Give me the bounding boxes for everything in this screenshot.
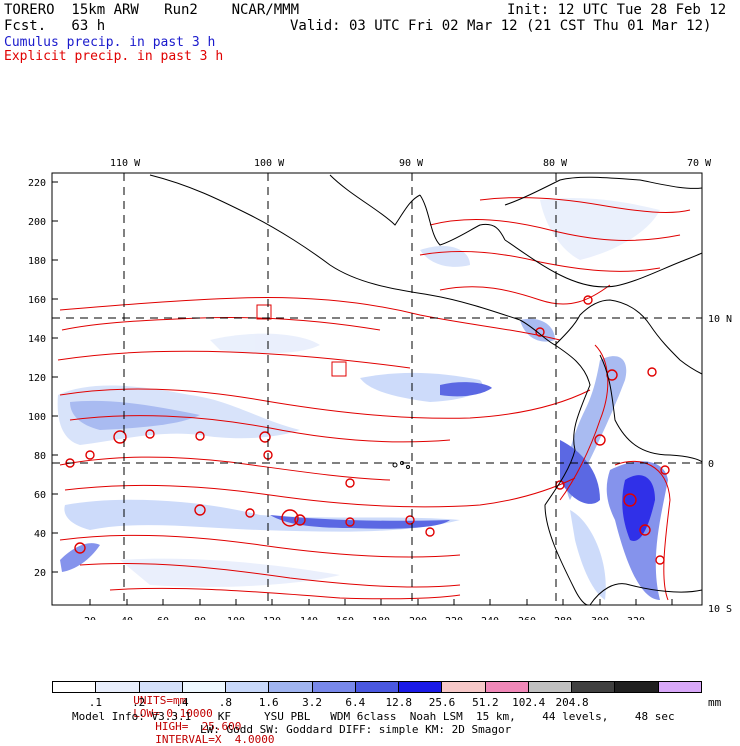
contour-info-high: HIGH= 25.600 bbox=[155, 720, 242, 733]
colorbar-swatch bbox=[269, 682, 313, 692]
colorbar-tick-label: .2 bbox=[132, 696, 146, 709]
colorbar-tick-label: 12.8 bbox=[385, 696, 412, 709]
colorbar-swatch bbox=[182, 682, 227, 692]
colorbar-swatch bbox=[615, 682, 659, 692]
contour-info-low: LOW= 0.10000 bbox=[133, 707, 213, 720]
x-tick-label: 220 bbox=[445, 616, 463, 620]
colorbar-swatch bbox=[399, 682, 443, 692]
physics-info: LW: Godd SW: Goddard DIFF: simple KM: 2D… bbox=[200, 723, 512, 736]
coastlines bbox=[149, 174, 703, 606]
colorbar-tick-label: .4 bbox=[175, 696, 189, 709]
lon-label-90w: 90 W bbox=[399, 158, 424, 169]
model-info: Model Info: V3.3.1 KF YSU PBL WDM 6class… bbox=[72, 710, 675, 723]
colorbar-swatch bbox=[485, 682, 529, 692]
y-tick-label: 80 bbox=[34, 451, 46, 462]
colorbar-tick-label: 204.8 bbox=[555, 696, 589, 709]
x-tick-label: 200 bbox=[409, 616, 427, 620]
y-tick-label: 20 bbox=[34, 568, 46, 579]
y-tick-label: 160 bbox=[28, 295, 46, 306]
y-tick-label: 180 bbox=[28, 256, 46, 267]
colorbar-tick-label: 3.2 bbox=[302, 696, 322, 709]
heavy-precip-cells bbox=[65, 295, 670, 565]
y-tick-label: 140 bbox=[28, 334, 46, 345]
lon-label-100w: 100 W bbox=[254, 158, 285, 169]
y-tick-label: 200 bbox=[28, 217, 46, 228]
y-tick-label: 60 bbox=[34, 490, 46, 501]
model-title: TORERO 15km ARW Run2 NCAR/MMM bbox=[4, 2, 300, 18]
colorbar-swatch bbox=[96, 682, 140, 692]
x-tick-label: 140 bbox=[300, 616, 318, 620]
lon-label-70w: 70 W bbox=[687, 158, 712, 169]
x-tick-label: 20 bbox=[84, 616, 96, 620]
lat-label-10s: 10 S bbox=[708, 604, 732, 615]
lon-label-80w: 80 W bbox=[543, 158, 568, 169]
x-tick-label: 60 bbox=[157, 616, 169, 620]
valid-time: Valid: 03 UTC Fri 02 Mar 12 (21 CST Thu … bbox=[290, 18, 712, 34]
lon-label-110w: 110 W bbox=[110, 158, 141, 169]
colorbar-swatch bbox=[53, 682, 97, 692]
legend-cumulus: Cumulus precip. in past 3 h bbox=[4, 35, 216, 50]
colorbar-tick-label: 25.6 bbox=[428, 696, 456, 709]
lat-label-0: 0 bbox=[708, 459, 714, 470]
latlon-grid bbox=[52, 173, 702, 605]
x-tick-label: 100 bbox=[227, 616, 245, 620]
colorbar-swatch bbox=[226, 682, 270, 692]
y-tick-label: 40 bbox=[34, 529, 46, 540]
x-tick-label: 80 bbox=[194, 616, 206, 620]
lat-label-10n: 10 N bbox=[708, 314, 732, 325]
x-tick-label: 300 bbox=[591, 616, 609, 620]
colorbar-tick-label: 102.4 bbox=[512, 696, 546, 709]
colorbar-swatch bbox=[355, 682, 400, 692]
x-tick-label: 320 bbox=[627, 616, 645, 620]
y-tick-label: 100 bbox=[28, 412, 46, 423]
x-tick-label: 160 bbox=[336, 616, 354, 620]
colorbar-tick-label: .1 bbox=[88, 696, 102, 709]
colorbar-swatch bbox=[312, 682, 356, 692]
init-time: Init: 12 UTC Tue 28 Feb 12 bbox=[507, 2, 727, 18]
contour-info-units: UNITS=mm bbox=[133, 694, 187, 707]
precip-map: 110 W 100 W 90 W 80 W 70 W 10 N 0 10 S 2… bbox=[28, 158, 732, 620]
colorbar-tick-label: 6.4 bbox=[345, 696, 366, 709]
colorbar-swatch bbox=[528, 682, 573, 692]
axis-ticks bbox=[52, 181, 673, 605]
x-tick-label: 120 bbox=[263, 616, 281, 620]
colorbar-swatch bbox=[658, 682, 701, 692]
explicit-precip-contours bbox=[57, 197, 691, 601]
x-tick-label: 240 bbox=[481, 616, 499, 620]
colorbar-tick-label: 1.6 bbox=[258, 696, 279, 709]
y-tick-label: 220 bbox=[28, 178, 46, 189]
x-tick-label: 40 bbox=[121, 616, 133, 620]
x-tick-label: 280 bbox=[554, 616, 572, 620]
station-markers bbox=[256, 304, 347, 377]
colorbar-unit: mm bbox=[708, 696, 722, 709]
colorbar-tick-label: .8 bbox=[218, 696, 232, 709]
legend-explicit: Explicit precip. in past 3 h bbox=[4, 49, 224, 64]
colorbar-swatch bbox=[139, 682, 183, 692]
colorbar-tick-label: 51.2 bbox=[472, 696, 499, 709]
x-tick-label: 180 bbox=[372, 616, 390, 620]
colorbar-swatch bbox=[572, 682, 616, 692]
colorbar-swatch bbox=[442, 682, 486, 692]
y-tick-label: 120 bbox=[28, 373, 46, 384]
precip-colorbar bbox=[52, 681, 702, 693]
forecast-hour: Fcst. 63 h bbox=[4, 18, 106, 34]
x-tick-label: 260 bbox=[518, 616, 536, 620]
